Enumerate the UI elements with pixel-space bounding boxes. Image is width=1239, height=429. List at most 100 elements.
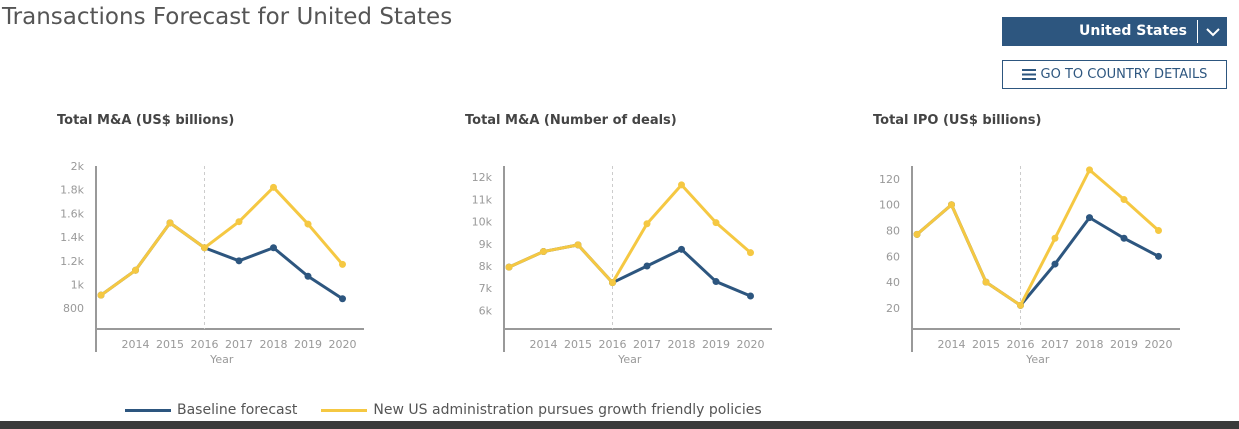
data-point-growth[interactable] <box>132 266 139 274</box>
chart-title: Total IPO (US$ billions) <box>873 113 1042 128</box>
chart-total-ma-usd: Total M&A (US$ billions) 800 1k 1.2k 1.4k 1.… <box>57 108 417 368</box>
country-select-value: United States <box>1079 23 1187 39</box>
x-tick-label: 2018 <box>1076 338 1104 351</box>
data-point-baseline[interactable] <box>747 292 754 300</box>
data-point-baseline[interactable] <box>1051 260 1059 268</box>
data-point-baseline[interactable] <box>304 272 312 280</box>
series-line-baseline <box>916 203 1160 307</box>
legend-item-baseline[interactable]: Baseline forecast <box>125 402 297 418</box>
data-point-growth[interactable] <box>1155 227 1162 235</box>
y-tick-label: 80 <box>886 225 900 238</box>
data-point-growth[interactable] <box>747 249 754 257</box>
x-tick-label: 2015 <box>564 338 592 351</box>
data-point-growth[interactable] <box>1086 166 1093 174</box>
x-tick-label: 2020 <box>737 338 765 351</box>
data-point-growth[interactable] <box>643 220 651 228</box>
legend-swatch-growth <box>321 408 368 412</box>
legend-label-growth: New US administration pursues growth fri… <box>373 402 762 418</box>
y-tick-label: 7k <box>479 282 493 295</box>
data-point-growth[interactable] <box>97 291 105 299</box>
chevron-down-icon[interactable] <box>1205 24 1221 40</box>
chart-legend: Baseline forecast New US administration … <box>125 402 786 418</box>
legend-label-baseline: Baseline forecast <box>177 402 298 418</box>
chart-plot: 6k 7k 8k 9k 10k 11k 12k 2014 2015 2016 2017 2018 201… <box>472 166 772 366</box>
x-tick-label: 2016 <box>1007 338 1035 351</box>
x-tick-label: 2019 <box>1110 338 1138 351</box>
go-to-country-details-button[interactable]: GO TO COUNTRY DETAILS <box>1002 60 1227 89</box>
data-point-baseline[interactable] <box>1086 214 1093 222</box>
data-point-baseline[interactable] <box>712 278 720 286</box>
chart-title: Total M&A (US$ billions) <box>57 113 235 128</box>
data-point-growth[interactable] <box>166 219 174 227</box>
data-point-growth[interactable] <box>678 181 685 189</box>
data-point-growth[interactable] <box>712 219 720 227</box>
data-point-baseline[interactable] <box>1120 234 1128 242</box>
y-tick-label: 9k <box>479 238 493 251</box>
page-title: Transactions Forecast for United States <box>2 4 453 30</box>
data-point-baseline[interactable] <box>678 245 685 253</box>
x-axis-title: Year <box>1025 353 1050 366</box>
series-line-growth <box>100 185 344 297</box>
data-point-growth[interactable] <box>982 278 990 286</box>
chart-plot: 20 40 60 80 100 120 2014 2015 2016 2017 2018 2019 20… <box>879 166 1180 366</box>
data-point-growth[interactable] <box>1051 234 1059 242</box>
country-select[interactable]: United States <box>1002 17 1227 46</box>
menu-icon <box>1021 69 1036 80</box>
y-tick-label: 6k <box>479 304 493 317</box>
y-tick-label: 2k <box>71 160 85 173</box>
go-to-country-details-label: GO TO COUNTRY DETAILS <box>1040 67 1208 82</box>
data-point-growth[interactable] <box>1120 196 1128 204</box>
country-select-divider <box>1197 20 1198 43</box>
data-point-baseline[interactable] <box>643 262 651 270</box>
data-point-baseline[interactable] <box>270 244 277 252</box>
y-tick-label: 1.6k <box>60 207 84 220</box>
x-tick-label: 2016 <box>191 338 219 351</box>
data-point-growth[interactable] <box>913 230 921 238</box>
data-point-baseline[interactable] <box>235 257 243 265</box>
x-tick-label: 2018 <box>668 338 696 351</box>
series-line-growth <box>916 168 1160 307</box>
data-point-baseline[interactable] <box>339 295 346 303</box>
chart-plot: 800 1k 1.2k 1.4k 1.6k 1.8k 2k 2014 2015 2016 2017 2… <box>60 160 364 366</box>
x-tick-label: 2015 <box>156 338 184 351</box>
x-axis-title: Year <box>617 353 642 366</box>
x-tick-label: 2014 <box>122 338 150 351</box>
x-tick-label: 2016 <box>599 338 627 351</box>
x-tick-label: 2014 <box>938 338 966 351</box>
y-tick-label: 8k <box>479 260 493 273</box>
legend-swatch-baseline <box>125 408 171 412</box>
y-tick-label: 40 <box>886 276 900 289</box>
data-point-growth[interactable] <box>540 248 547 256</box>
data-point-growth[interactable] <box>1017 301 1024 309</box>
y-tick-label: 1.4k <box>60 231 84 244</box>
x-tick-label: 2020 <box>329 338 357 351</box>
x-tick-label: 2018 <box>260 338 288 351</box>
data-point-growth[interactable] <box>304 220 312 228</box>
x-tick-label: 2019 <box>702 338 730 351</box>
data-point-growth[interactable] <box>609 279 616 287</box>
data-point-baseline[interactable] <box>1155 252 1162 260</box>
chart-total-ipo-usd: Total IPO (US$ billions) 20 40 60 80 100 120 2… <box>873 108 1233 368</box>
data-point-growth[interactable] <box>505 263 513 271</box>
x-tick-label: 2020 <box>1145 338 1173 351</box>
legend-item-growth[interactable]: New US administration pursues growth fri… <box>321 402 762 418</box>
y-tick-label: 10k <box>472 216 493 229</box>
data-point-growth[interactable] <box>339 260 346 268</box>
bottom-bar <box>0 421 1239 429</box>
data-point-growth[interactable] <box>270 183 277 191</box>
data-point-growth[interactable] <box>235 218 243 226</box>
y-tick-label: 100 <box>879 199 900 212</box>
x-tick-label: 2017 <box>1041 338 1069 351</box>
y-tick-label: 1.2k <box>60 255 84 268</box>
data-point-growth[interactable] <box>574 241 582 249</box>
x-tick-label: 2014 <box>530 338 558 351</box>
data-point-growth[interactable] <box>948 201 955 209</box>
y-tick-label: 60 <box>886 250 900 263</box>
y-tick-label: 800 <box>63 302 84 315</box>
chart-title: Total M&A (Number of deals) <box>465 113 677 128</box>
data-point-growth[interactable] <box>201 244 208 252</box>
y-tick-label: 1.8k <box>60 184 84 197</box>
x-tick-label: 2017 <box>633 338 661 351</box>
x-tick-label: 2015 <box>972 338 1000 351</box>
y-tick-label: 1k <box>71 279 85 292</box>
